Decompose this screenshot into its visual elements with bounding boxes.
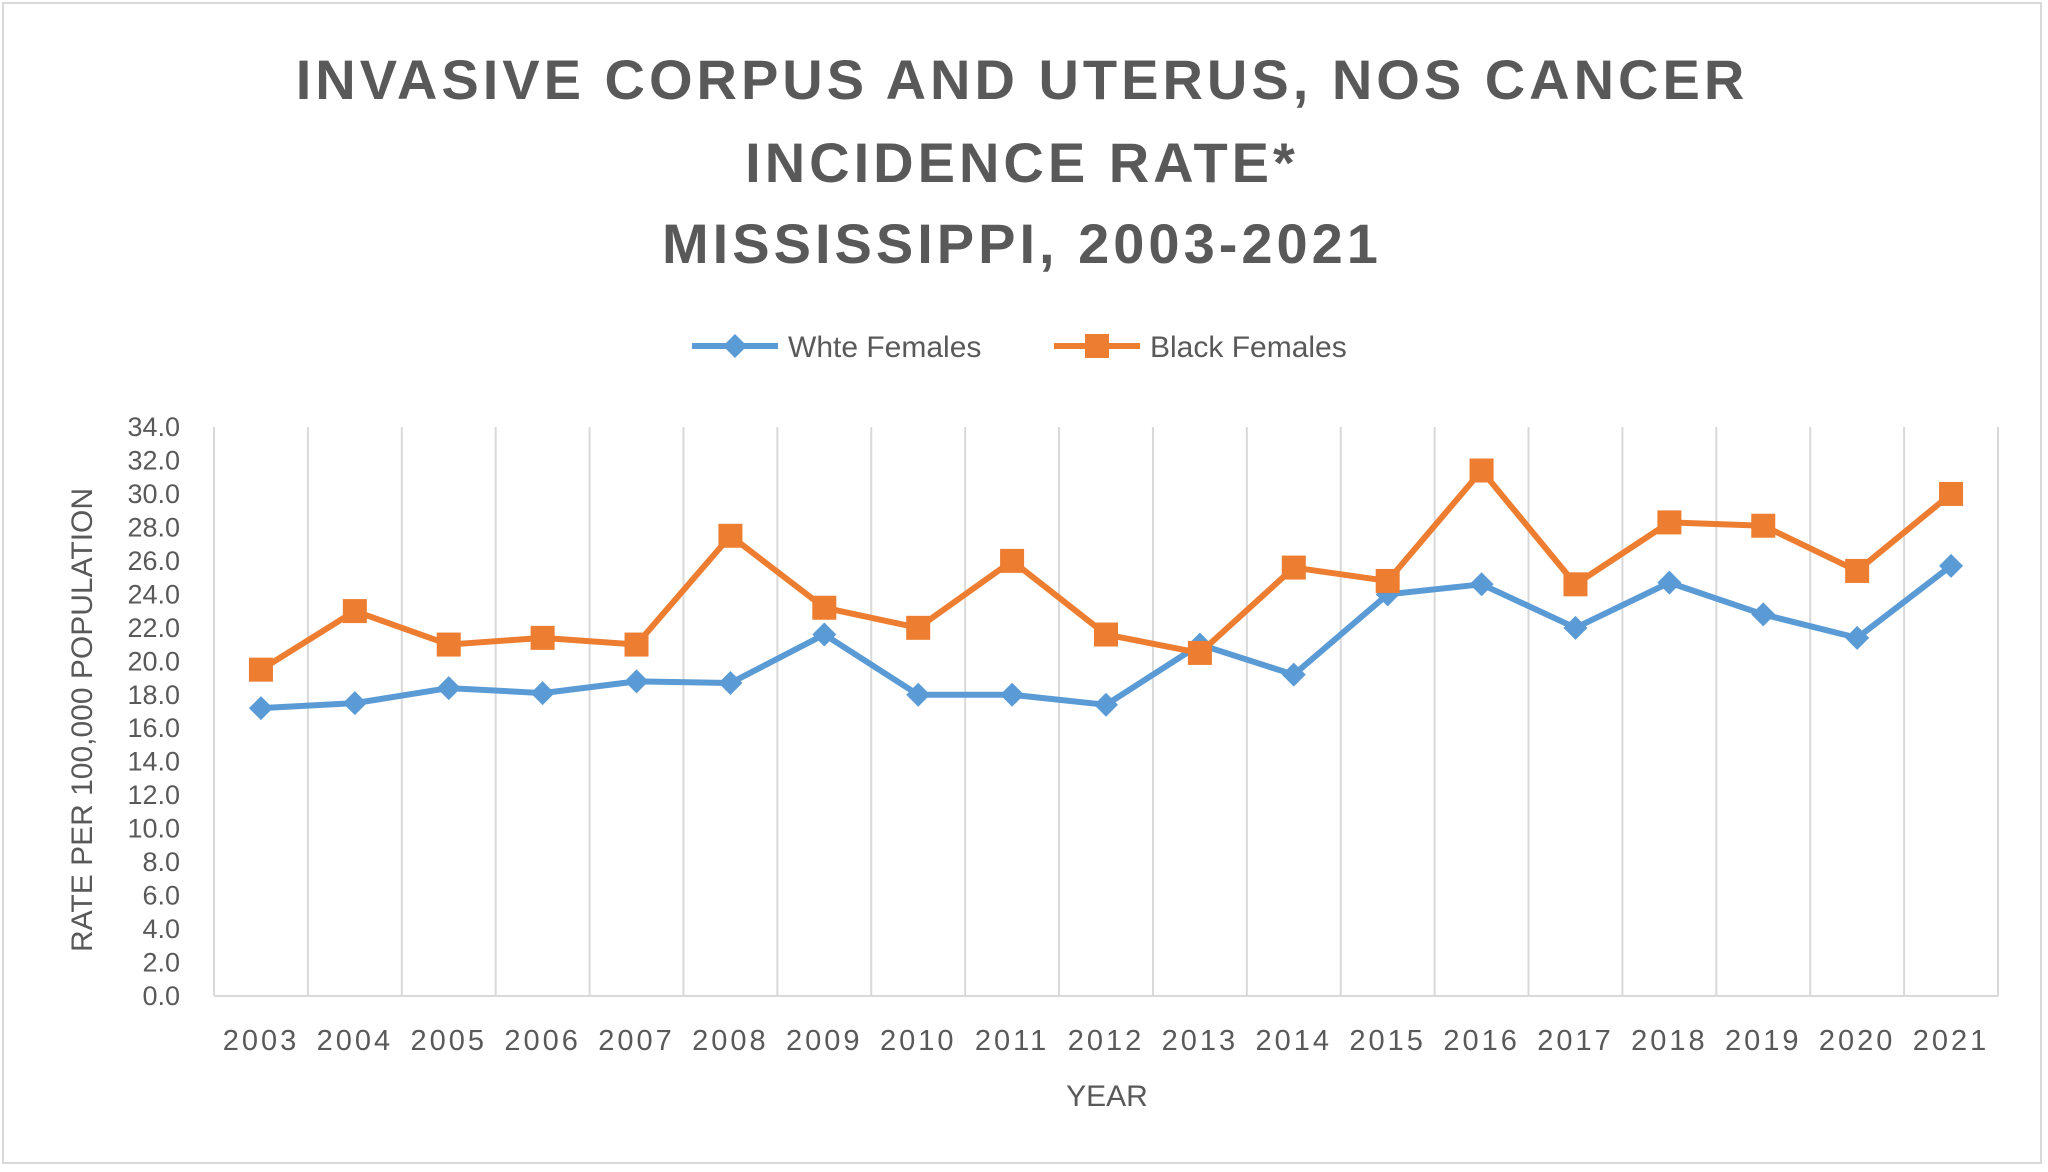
grid-lines <box>213 427 1999 997</box>
x-tick-label: 2011 <box>975 1025 1049 1057</box>
data-point <box>248 657 273 682</box>
y-tick-label: 6.0 <box>142 881 180 911</box>
data-point <box>1094 692 1118 717</box>
data-point <box>1939 553 1964 578</box>
data-point <box>906 682 931 707</box>
x-tick-label: 2016 <box>1443 1025 1520 1057</box>
data-point <box>248 696 273 721</box>
data-point <box>436 676 461 701</box>
legend-label: Whte Females <box>788 331 981 364</box>
series-markers <box>248 458 1964 721</box>
x-tick-label: 2007 <box>598 1025 675 1057</box>
legend: Whte Females Black Females <box>692 331 1347 364</box>
data-point <box>1563 615 1588 640</box>
chart-title-line-3: MISSISSIPPI, 2003-2021 <box>662 212 1382 275</box>
data-point <box>1469 458 1494 483</box>
data-point <box>906 615 931 640</box>
y-tick-label: 4.0 <box>142 914 180 944</box>
x-tick-label: 2014 <box>1256 1025 1333 1057</box>
x-axis-label: YEAR <box>1066 1080 1148 1113</box>
y-tick-label: 8.0 <box>142 847 180 877</box>
y-tick-label: 0.0 <box>142 981 180 1011</box>
x-tick-label: 2021 <box>1913 1025 1990 1057</box>
data-point <box>1281 555 1306 580</box>
legend-marker <box>1085 334 1109 358</box>
y-tick-label: 28.0 <box>127 512 180 542</box>
data-point <box>1845 558 1870 583</box>
y-tick-label: 2.0 <box>142 948 180 978</box>
y-tick-label: 10.0 <box>127 814 180 844</box>
y-tick-label: 20.0 <box>127 646 180 676</box>
y-axis-label: RATE PER 100,000 POPULATION <box>66 488 99 952</box>
data-point <box>1094 622 1118 647</box>
data-point <box>812 622 837 647</box>
x-tick-label: 2012 <box>1068 1025 1145 1057</box>
x-tick-label: 2010 <box>880 1025 957 1057</box>
y-tick-label: 18.0 <box>127 680 180 710</box>
y-tick-label: 26.0 <box>127 546 180 576</box>
chart-title-line-2: INCIDENCE RATE* <box>745 131 1299 194</box>
chart-title: INVASIVE CORPUS AND UTERUS, NOS CANCER I… <box>296 48 1749 275</box>
x-tick-label: 2006 <box>504 1025 581 1057</box>
x-tick-label: 2013 <box>1162 1025 1239 1057</box>
data-point <box>624 632 649 657</box>
legend-label: Black Females <box>1150 331 1347 364</box>
data-point <box>342 691 367 716</box>
data-point <box>1845 625 1870 650</box>
x-tick-label: 2017 <box>1537 1025 1614 1057</box>
data-point <box>812 595 837 620</box>
y-tick-label: 34.0 <box>127 412 180 442</box>
x-tick-label: 2008 <box>692 1025 769 1057</box>
data-point <box>1000 548 1025 573</box>
x-tick-label: 2018 <box>1631 1025 1708 1057</box>
y-tick-label: 16.0 <box>127 713 180 743</box>
y-tick-label: 12.0 <box>127 780 180 810</box>
y-tick-label: 24.0 <box>127 579 180 609</box>
y-tick-label: 32.0 <box>127 445 180 475</box>
data-point <box>342 599 367 624</box>
data-point <box>1563 572 1588 597</box>
chart-title-line-1: INVASIVE CORPUS AND UTERUS, NOS CANCER <box>296 48 1749 111</box>
data-point <box>530 681 555 706</box>
x-axis-ticks: 2003 2004 2005 2006 2007 2008 2009 2010 2011 2012… <box>223 1025 1990 1057</box>
data-point <box>1751 513 1776 538</box>
y-tick-label: 30.0 <box>127 479 180 509</box>
y-tick-label: 22.0 <box>127 613 180 643</box>
x-tick-label: 2020 <box>1819 1025 1896 1057</box>
data-point <box>718 671 743 696</box>
x-tick-label: 2019 <box>1725 1025 1802 1057</box>
x-tick-label: 2004 <box>317 1025 394 1057</box>
data-point <box>718 523 743 548</box>
data-point <box>1751 602 1776 627</box>
x-tick-label: 2005 <box>410 1025 487 1057</box>
y-axis-ticks: 0.02.04.06.08.010.012.014.016.018.020.02… <box>127 412 180 1011</box>
data-point <box>1469 572 1494 597</box>
data-point <box>1375 568 1400 593</box>
data-point <box>1939 481 1964 506</box>
x-tick-label: 2003 <box>223 1025 300 1057</box>
data-point <box>1657 570 1682 595</box>
data-point <box>1187 640 1212 665</box>
data-point <box>530 625 555 650</box>
legend-item-0: Whte Females <box>692 331 981 364</box>
legend-item-1: Black Females <box>1054 331 1347 364</box>
data-point <box>436 632 461 657</box>
x-tick-label: 2009 <box>786 1025 863 1057</box>
data-point <box>1281 662 1306 687</box>
data-point <box>1657 510 1682 535</box>
data-point <box>624 669 649 694</box>
series-lines <box>259 467 1953 712</box>
legend-marker <box>723 334 747 358</box>
y-tick-label: 14.0 <box>127 747 180 777</box>
data-point <box>1000 682 1025 707</box>
x-tick-label: 2015 <box>1349 1025 1426 1057</box>
